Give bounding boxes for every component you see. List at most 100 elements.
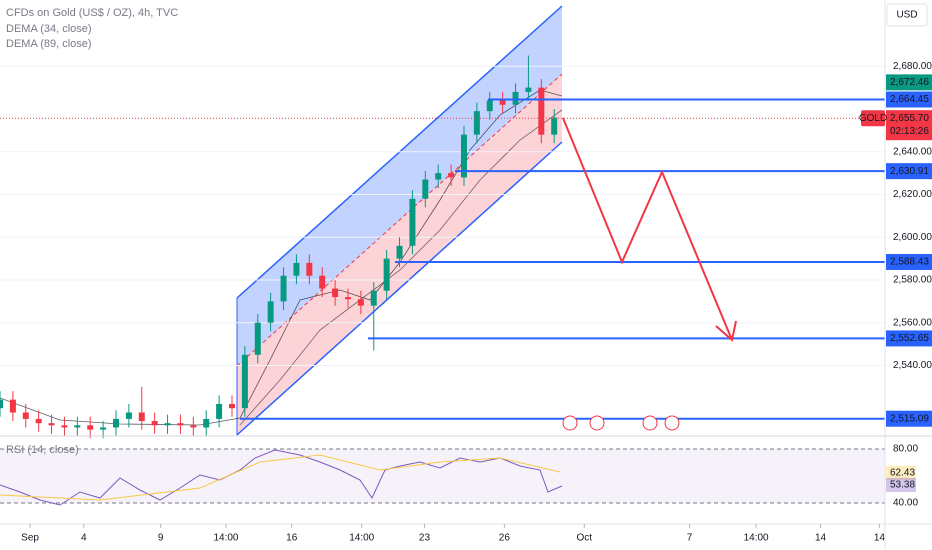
x-tick-label: Sep	[21, 533, 39, 544]
x-tick-label: 14:00	[213, 533, 238, 544]
candle-body	[409, 198, 416, 246]
indicator: DEMA (89, close)	[6, 38, 92, 50]
candle-body	[344, 297, 351, 300]
candle-body	[267, 301, 274, 323]
candle-body	[357, 299, 364, 306]
rsi-tag	[886, 477, 916, 492]
x-tick-label: 23	[419, 533, 431, 544]
channel-upper	[237, 6, 562, 366]
candle-body	[332, 288, 339, 298]
level-tag	[886, 91, 932, 108]
candle-body	[551, 117, 558, 135]
level-label: 2,630.91	[890, 166, 929, 177]
candle-body	[396, 245, 403, 259]
y-tick-label: 2,680.00	[893, 61, 932, 72]
candle-body	[164, 423, 171, 426]
candle-body	[293, 262, 300, 276]
projection-arrow	[562, 117, 733, 341]
last-price-label: 2,655.70	[890, 113, 929, 124]
y-tick-label: 2,560.00	[893, 317, 932, 328]
candle-body	[22, 412, 29, 419]
x-tick-label: Oct	[576, 533, 592, 544]
candle-body	[306, 262, 313, 276]
level-tag	[886, 330, 932, 347]
rsi-tick-label: 40.00	[893, 498, 918, 509]
candle-body	[100, 427, 107, 430]
candle-body	[190, 425, 197, 428]
x-tick-label: 4	[81, 533, 87, 544]
candle-body	[125, 412, 132, 419]
price-tag	[886, 74, 932, 91]
candle-body	[216, 403, 223, 419]
candle-body	[280, 275, 287, 302]
x-tick-label: 14	[874, 533, 886, 544]
candle-body	[0, 399, 3, 409]
candle-body	[512, 91, 519, 105]
rsi-tag	[886, 465, 916, 480]
candle-body	[151, 421, 158, 426]
level-label: 2,515.09	[890, 413, 929, 424]
y-tick-label: 2,540.00	[893, 360, 932, 371]
candle-body	[254, 322, 261, 355]
indicator: DEMA (34, close)	[6, 23, 92, 35]
x-tick-label: 26	[499, 533, 511, 544]
symbol: GOLD	[859, 113, 887, 124]
candle-body	[112, 418, 119, 428]
candle-body	[48, 423, 55, 426]
candle-body	[525, 87, 532, 92]
rsi-band	[0, 449, 885, 503]
rsi-label: RSI (14, close)	[6, 444, 79, 456]
candle-body	[203, 418, 210, 428]
candle-body	[473, 111, 480, 135]
candle-body	[87, 425, 94, 430]
candle-body	[370, 290, 377, 306]
candle-body	[422, 179, 429, 199]
rsi-line	[0, 449, 563, 506]
candle-body	[319, 275, 326, 289]
x-tick-label: 14:00	[744, 533, 769, 544]
candle-body	[499, 100, 506, 105]
currency[interactable]: USD	[896, 10, 917, 21]
y-tick-label: 2,600.00	[893, 232, 932, 243]
channel-bottom	[236, 141, 563, 436]
rsi-tick-label: 80.00	[893, 444, 918, 455]
price-tag-label: 2,672.46	[890, 77, 929, 88]
last-price-tag	[886, 110, 932, 141]
x-tick-label: 9	[158, 533, 164, 544]
dema-34	[0, 89, 563, 426]
y-tick-label: 2,620.00	[893, 189, 932, 200]
candle-body	[228, 403, 235, 409]
x-tick-label: 7	[687, 533, 693, 544]
y-tick-label: 2,640.00	[893, 146, 932, 157]
x-tick-label: 14:00	[349, 533, 374, 544]
countdown: 02:13:26	[890, 126, 929, 137]
y-tick-label: 2,580.00	[893, 275, 932, 286]
candle-body	[486, 100, 493, 112]
event-icons	[562, 415, 680, 431]
x-tick-label: 14	[815, 533, 827, 544]
rsi-tag-label: 53.38	[890, 480, 915, 491]
symbol-tag	[861, 110, 885, 127]
candle-body	[35, 418, 42, 424]
candle-body	[448, 173, 455, 178]
arrow-head	[715, 320, 737, 342]
rsi-tag-label: 62.43	[890, 467, 915, 478]
level-tag	[886, 163, 932, 180]
level-tag	[886, 253, 932, 270]
dema-89	[239, 109, 563, 426]
currency-button[interactable]	[886, 3, 928, 27]
candle-body	[460, 134, 467, 178]
title: CFDs on Gold (US$ / OZ), 4h, TVC	[6, 7, 178, 19]
level-tag	[886, 410, 932, 427]
candle-body	[138, 412, 145, 422]
candle-body	[9, 399, 16, 413]
level-label: 2,664.45	[890, 94, 929, 105]
candle-body	[538, 87, 545, 135]
candle-body	[241, 354, 248, 409]
candle-body	[177, 423, 184, 426]
candle-body	[435, 173, 442, 180]
level-label: 2,588.43	[890, 257, 929, 268]
candle-body	[383, 258, 390, 291]
level-label: 2,552.65	[890, 333, 929, 344]
